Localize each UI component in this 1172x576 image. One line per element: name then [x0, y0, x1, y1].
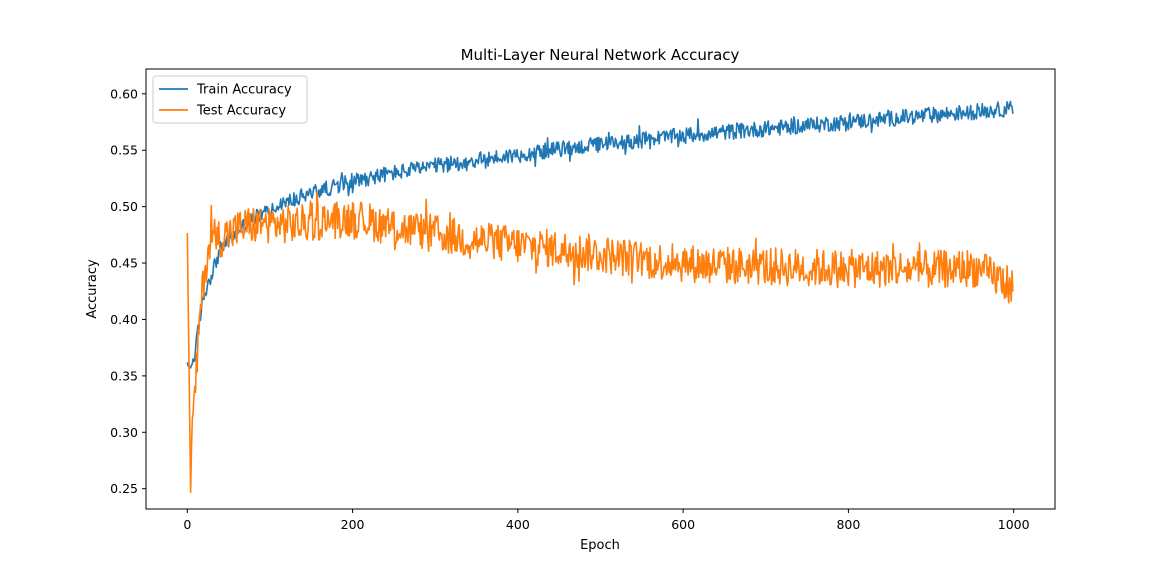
- x-tick-label: 200: [341, 517, 365, 532]
- x-tick-label: 1000: [998, 517, 1030, 532]
- plot-frame: [145, 68, 1056, 510]
- y-tick-label: 0.40: [110, 312, 138, 327]
- x-tick-label: 400: [506, 517, 530, 532]
- series-line-test-accuracy: [186, 191, 1014, 494]
- y-tick-label: 0.45: [110, 256, 138, 271]
- legend-box: [152, 75, 308, 124]
- y-tick-label: 0.35: [110, 368, 138, 383]
- legend-label: Train Accuracy: [196, 83, 292, 98]
- x-tick-label: 800: [836, 517, 860, 532]
- x-axis-label: Epoch: [580, 538, 620, 553]
- x-tick-label: 0: [183, 517, 191, 532]
- legend-label: Test Accuracy: [196, 104, 286, 119]
- chart-title: Multi-Layer Neural Network Accuracy: [461, 46, 740, 64]
- y-tick-label: 0.55: [110, 143, 138, 158]
- y-axis-label: Accuracy: [85, 259, 100, 319]
- y-tick-label: 0.25: [110, 481, 138, 496]
- legend: Train Accuracy Test Accuracy: [152, 75, 308, 124]
- y-tick-label: 0.60: [110, 86, 138, 101]
- x-tick-label: 600: [671, 517, 695, 532]
- y-tick-label: 0.50: [110, 199, 138, 214]
- plot-area: [145, 68, 1056, 510]
- y-axis-ticks: 0.25 0.30 0.35 0.40 0.45 0.50 0.55 0.60: [110, 86, 146, 496]
- y-tick-label: 0.30: [110, 425, 138, 440]
- x-axis-ticks: 0 200 400 600 800 1000: [183, 509, 1030, 532]
- series-line-train-accuracy: [186, 100, 1014, 369]
